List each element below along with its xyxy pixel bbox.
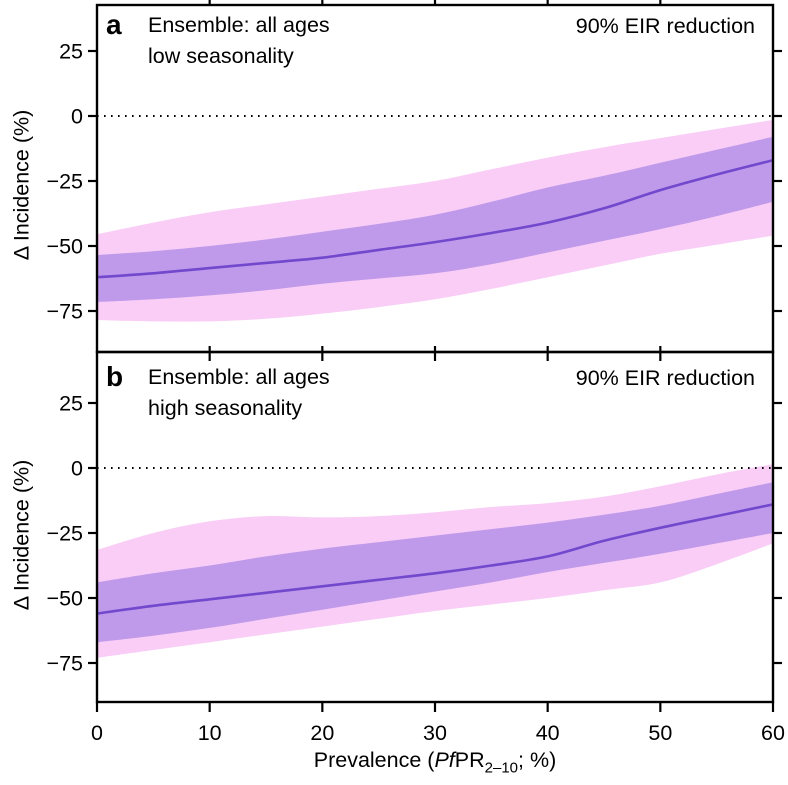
panel-b-title: Ensemble: all ages high seasonality (148, 362, 330, 424)
x-tick-label: 40 (536, 721, 560, 745)
y-tick-label: −25 (47, 170, 84, 194)
y-tick-label: 25 (59, 40, 83, 64)
x-tick-label: 60 (761, 721, 785, 745)
panel-a-title-line1: Ensemble: all ages (148, 13, 330, 37)
x-axis-label-subscript: 2–10 (484, 759, 519, 777)
x-tick-label: 10 (198, 721, 222, 745)
panel-a-letter: a (106, 9, 122, 40)
x-axis-label-mid: PR (454, 748, 485, 772)
panel-a-plot-area (97, 115, 773, 322)
median-line (97, 503, 773, 615)
y-tick-label: 0 (71, 105, 83, 129)
x-axis-label-prefix: Prevalence ( (313, 748, 435, 772)
y-tick-label: −50 (47, 235, 84, 259)
x-tick-label: 30 (423, 721, 447, 745)
panel-b-letter: b (106, 361, 124, 392)
y-tick-label: −75 (47, 652, 84, 676)
panel-b-plot-area (97, 464, 773, 658)
panel-b-y-axis-label: Δ Incidence (%) (9, 459, 34, 611)
inner-credible-band (97, 136, 773, 302)
x-axis-label-italic: Pf (434, 748, 455, 772)
median-line (97, 158, 773, 279)
panel-a-annotation: 90% EIR reduction (575, 14, 755, 38)
panel-a-ticks (88, 0, 782, 361)
panel-a-tick-labels: 25 0 −25 −50 −75 (47, 40, 84, 324)
x-axis-label: Prevalence (PfPR2–10; %) (97, 748, 773, 776)
panel-b-title-line1: Ensemble: all ages (148, 365, 330, 389)
panel-a-title: Ensemble: all ages low seasonality (148, 10, 330, 72)
y-tick-label: 25 (59, 392, 83, 416)
x-axis-label-suffix: ; %) (518, 748, 557, 772)
x-tick-label: 0 (91, 721, 103, 745)
panel-b-title-line2: high seasonality (148, 396, 303, 420)
inner-credible-band (97, 482, 773, 643)
y-tick-label: −50 (47, 587, 84, 611)
y-tick-label: −75 (47, 300, 84, 324)
y-tick-label: 0 (71, 457, 83, 481)
x-tick-label: 50 (648, 721, 672, 745)
panel-b-annotation: 90% EIR reduction (575, 366, 755, 390)
panel-a-y-axis-label: Δ Incidence (%) (9, 109, 34, 261)
x-tick-label: 20 (310, 721, 334, 745)
panel-b-tick-labels: 25 0 −25 −50 −75 0 10 20 30 40 50 60 (47, 392, 785, 746)
panel-b-ticks (88, 401, 782, 712)
y-tick-label: −25 (47, 522, 84, 546)
panel-a-title-line2: low seasonality (148, 44, 294, 68)
